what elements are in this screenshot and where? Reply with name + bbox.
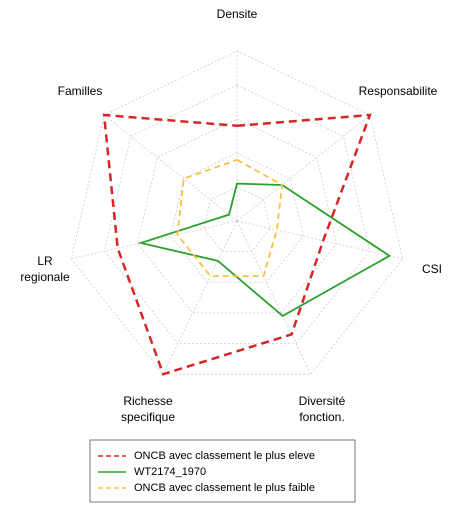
axis-label: Responsabilite [359, 84, 438, 98]
legend-label: ONCB avec classement le plus faible [134, 482, 315, 494]
spoke [236, 114, 371, 222]
grid-ring [103, 84, 371, 344]
axis-label: Diversité fonction. [299, 394, 346, 424]
series-line [137, 182, 392, 318]
axis-label-line: fonction. [299, 410, 344, 424]
grid-ring [170, 152, 304, 283]
legend-label: ONCB avec classement le plus eleve [134, 450, 315, 462]
spoke [103, 114, 238, 222]
spoke [162, 220, 238, 375]
series-line [176, 158, 284, 278]
grid-ring [137, 118, 337, 314]
axis-label-line: Diversité [299, 394, 346, 408]
grid-ring [203, 186, 271, 253]
axis-label: LR regionale [20, 254, 70, 284]
axis-label-line: specifique [121, 410, 175, 424]
spoke [236, 220, 312, 375]
axis-label: Richesse specifique [121, 394, 175, 424]
grid-ring [70, 50, 404, 375]
series-line [102, 113, 372, 376]
spoke [71, 220, 238, 260]
axis-label: Familles [58, 84, 103, 98]
axis-label-line: regionale [20, 270, 70, 284]
axis-label: CSI [422, 262, 442, 276]
axis-label-line: Richesse [123, 394, 173, 408]
spoke [236, 220, 403, 260]
legend-label: WT2174_1970 [134, 466, 206, 478]
axis-label: Densite [217, 7, 258, 21]
legend-box [89, 439, 356, 503]
axis-label-line: LR [37, 254, 53, 268]
